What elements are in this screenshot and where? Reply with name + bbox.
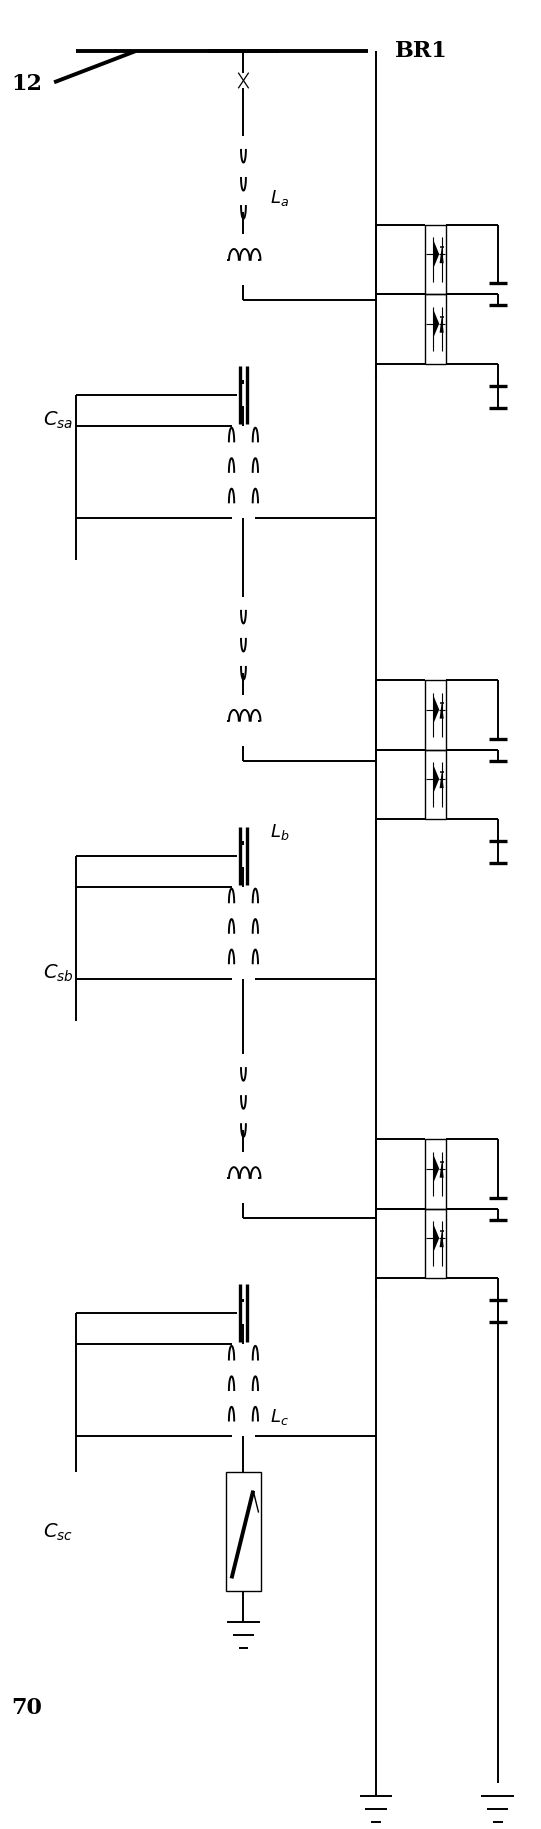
Bar <box>425 225 446 294</box>
Polygon shape <box>440 702 444 719</box>
Text: $C_{sb}$: $C_{sb}$ <box>43 962 74 984</box>
Text: $L_a$: $L_a$ <box>270 188 289 207</box>
Polygon shape <box>440 1161 444 1178</box>
Polygon shape <box>433 695 439 724</box>
Bar <box>425 1209 446 1278</box>
Polygon shape <box>433 1224 439 1253</box>
Text: BR1: BR1 <box>395 40 448 62</box>
Polygon shape <box>433 765 439 794</box>
Polygon shape <box>433 309 439 338</box>
Bar <box>425 294 446 364</box>
Bar <box>425 1139 446 1209</box>
Bar <box>226 1472 261 1591</box>
Bar <box>425 680 446 750</box>
Text: $C_{sa}$: $C_{sa}$ <box>43 410 74 432</box>
Polygon shape <box>440 1231 444 1247</box>
Text: 70: 70 <box>11 1697 42 1719</box>
Polygon shape <box>440 772 444 788</box>
Text: $C_{sc}$: $C_{sc}$ <box>43 1522 74 1544</box>
Bar <box>425 750 446 819</box>
Polygon shape <box>433 240 439 269</box>
Text: 12: 12 <box>11 73 42 95</box>
Polygon shape <box>440 316 444 333</box>
Polygon shape <box>433 1154 439 1183</box>
Text: $L_b$: $L_b$ <box>270 823 290 841</box>
Polygon shape <box>440 247 444 263</box>
Text: $L_c$: $L_c$ <box>270 1408 289 1427</box>
